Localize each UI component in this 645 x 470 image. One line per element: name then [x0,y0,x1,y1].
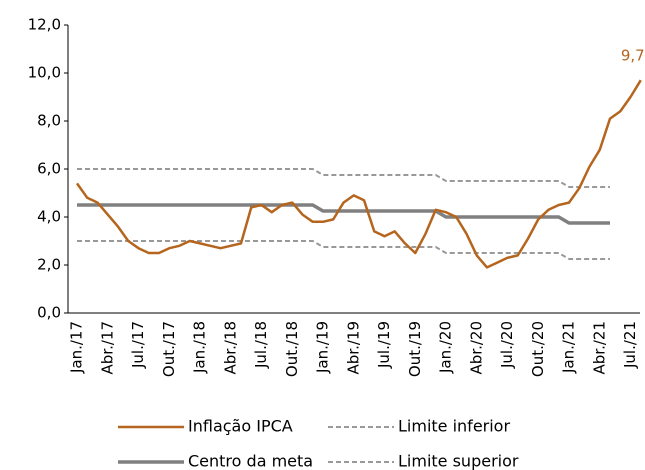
x-tick-label: Abr./18 [221,321,239,374]
x-tick-label: Out./17 [160,321,178,377]
y-tick-label: 6,0 [37,160,61,178]
y-tick-label: 10,0 [28,64,61,82]
y-tick-label: 4,0 [37,208,61,226]
y-tick-label: 12,0 [28,16,61,34]
series-line [77,203,610,225]
series-line [75,79,642,269]
x-tick-label: Jul./18 [252,321,270,369]
x-tick-label: Jan./21 [560,321,578,374]
x-tick-label: Jul./17 [129,321,147,369]
x-tick-label: Jan./20 [437,321,455,374]
x-tick-label: Out./20 [529,321,547,377]
legend-label: Inflação IPCA [188,417,293,436]
x-tick-label: Jul./19 [375,321,393,369]
legend-label: Limite inferior [398,417,510,436]
y-tick-label: 0,0 [37,304,61,322]
series-line [77,168,610,188]
x-tick-label: Abr./20 [467,321,485,374]
x-tick-label: Abr./17 [98,321,116,374]
series-line [77,240,610,260]
legend-label: Centro da meta [188,452,313,470]
y-tick-label: 8,0 [37,112,61,130]
x-tick-label: Out./18 [283,321,301,377]
value-label: 9,7 [621,47,645,65]
x-tick-label: Jan./18 [191,321,209,374]
x-tick-label: Jul./21 [621,321,639,369]
x-tick-label: Abr./21 [590,321,608,374]
x-tick-label: Out./19 [406,321,424,377]
x-tick-label: Abr./19 [344,321,362,374]
x-tick-label: Jan./19 [314,321,332,374]
legend-label: Limite superior [398,452,519,470]
x-tick-label: Jul./20 [498,321,516,369]
y-tick-label: 2,0 [37,256,61,274]
x-tick-label: Jan./17 [68,321,86,374]
